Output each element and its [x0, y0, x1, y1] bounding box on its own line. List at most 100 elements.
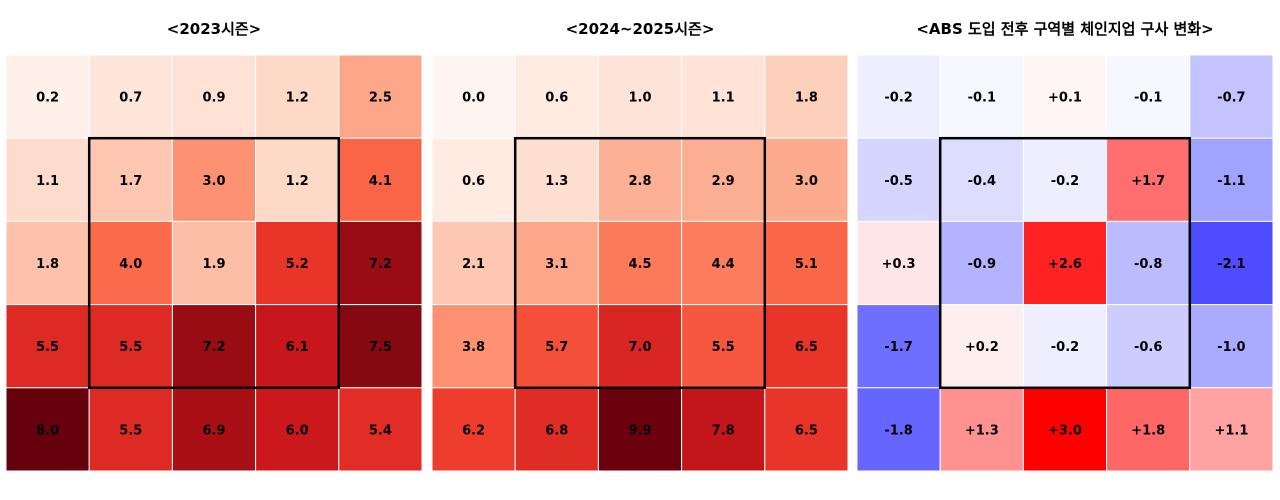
cell-value-label: 4.0 [119, 257, 142, 272]
cell-value-label: -1.8 [884, 423, 912, 438]
strike-zone-box [513, 136, 767, 390]
cell-value-label: 5.7 [545, 340, 568, 355]
cell-value-label: 6.9 [202, 423, 225, 438]
cell-value-label: -0.4 [968, 174, 996, 189]
cell-value-label: 2.9 [712, 174, 735, 189]
cell-value-label: 7.8 [712, 423, 735, 438]
heatmap-cell [764, 387, 849, 472]
heatmap-cell [1106, 304, 1191, 389]
panel-title: <2024~2025시즌> [566, 20, 715, 38]
cell-value-label: 1.8 [795, 91, 818, 106]
heatmap-cell [856, 220, 941, 306]
heatmap-cell [338, 54, 423, 139]
cell-value-label: 5.5 [119, 423, 142, 438]
cell-value-label: 6.1 [286, 340, 309, 355]
heatmap-cell [171, 54, 257, 139]
heatmap-cell [939, 304, 1024, 389]
cell-value-label: +1.3 [965, 423, 999, 438]
cell-value-label: 0.9 [202, 91, 225, 106]
heatmap-cell [939, 387, 1024, 472]
cell-value-label: 4.4 [712, 257, 735, 272]
heatmap-cell [1189, 137, 1274, 222]
heatmap-cell [764, 137, 849, 222]
cell-value-label: 2.5 [369, 91, 392, 106]
heatmap-cell [171, 304, 257, 389]
heatmap-cell [681, 220, 766, 306]
cell-value-label: 2.1 [462, 257, 485, 272]
heatmap-cell [5, 54, 90, 139]
panel-title: <2023시즌> [167, 20, 262, 38]
heatmap-cell [764, 220, 849, 306]
cell-value-label: -0.2 [884, 91, 912, 106]
heatmap-cell [5, 304, 90, 389]
cell-value-label: 7.0 [628, 340, 651, 355]
heatmap-cell [856, 387, 941, 472]
strike-zone-box [87, 136, 341, 390]
heatmap-cell [681, 304, 766, 389]
cell-value-label: -0.2 [1051, 174, 1079, 189]
strike-zone-box [938, 136, 1192, 390]
heatmap-cell [1189, 387, 1274, 472]
cell-value-label: -0.2 [1051, 340, 1079, 355]
cell-value-label: 2.8 [628, 174, 651, 189]
cell-value-label: 1.3 [545, 174, 568, 189]
cell-value-label: 5.5 [712, 340, 735, 355]
heatmap-cell [338, 220, 423, 306]
heatmap-cell [171, 220, 257, 306]
heatmap-cell [88, 304, 173, 389]
cell-value-label: -0.1 [1134, 91, 1162, 106]
heatmap-cell [514, 54, 599, 139]
cell-value-label: 0.2 [36, 91, 59, 106]
cell-value-label: 0.6 [462, 174, 485, 189]
cell-value-label: 1.2 [286, 91, 309, 106]
cell-value-label: -0.5 [884, 174, 912, 189]
heatmap-cell [856, 304, 941, 389]
heatmap-cell [1022, 304, 1108, 389]
heatmap-cell [431, 54, 516, 139]
heatmap-cell [939, 137, 1024, 222]
heatmap-cell [856, 137, 941, 222]
cell-value-label: +1.1 [1214, 423, 1248, 438]
cell-value-label: 7.2 [202, 340, 225, 355]
cell-value-label: 4.5 [628, 257, 651, 272]
heatmap-cell [338, 304, 423, 389]
cell-value-label: 1.0 [628, 91, 651, 106]
cell-value-label: 5.5 [36, 340, 59, 355]
heatmap-cell [764, 54, 849, 139]
cell-value-label: 6.5 [795, 423, 818, 438]
cell-value-label: +2.6 [1048, 257, 1082, 272]
heatmap-cell [338, 137, 423, 222]
heatmap-cell [88, 220, 173, 306]
heatmap-cell [1022, 220, 1108, 306]
cell-value-label: -0.7 [1217, 91, 1245, 106]
cell-value-label: 1.1 [712, 91, 735, 106]
cell-value-label: 1.7 [119, 174, 142, 189]
heatmap-cell [431, 137, 516, 222]
heatmap-panel-2: <2024~2025시즌> 0.0 0.6 1.0 1.1 1.8 0.6 1.3 2.8 2.9… [431, 20, 849, 472]
cell-value-label: -0.6 [1134, 340, 1162, 355]
cell-value-label: 3.0 [202, 174, 225, 189]
cell-value-label: +0.3 [882, 257, 916, 272]
heatmap-cell [1022, 54, 1108, 139]
heatmap-panel-3: <ABS 도입 전후 구역별 체인지업 구사 변화> -0.2 -0.1 +0.1 -0… [856, 20, 1274, 472]
heatmap-cell [514, 137, 599, 222]
heatmap-cell [171, 137, 257, 222]
cell-value-label: -2.1 [1217, 257, 1245, 272]
cell-value-label: 5.2 [286, 257, 309, 272]
heatmap-cell [939, 220, 1024, 306]
cell-value-label: 3.1 [545, 257, 568, 272]
cell-value-label: 9.9 [628, 423, 651, 438]
cell-value-label: +0.1 [1048, 91, 1082, 106]
heatmap-panel-1: <2023시즌> 0.2 0.7 0.9 1.2 2.5 1.1 1.7 3.0 1.2 4.1 1.… [5, 20, 423, 472]
heatmap-cell [597, 220, 683, 306]
cell-value-label: 1.2 [286, 174, 309, 189]
heatmap-cell [171, 387, 257, 472]
cell-value-label: 1.9 [202, 257, 225, 272]
cell-value-label: 0.7 [119, 91, 142, 106]
cell-value-label: -0.8 [1134, 257, 1162, 272]
cell-value-label: 0.6 [545, 91, 568, 106]
heatmap-cell [255, 304, 340, 389]
cell-value-label: -0.1 [968, 91, 996, 106]
heatmap-cell [514, 387, 599, 472]
heatmap-cell [5, 387, 90, 472]
